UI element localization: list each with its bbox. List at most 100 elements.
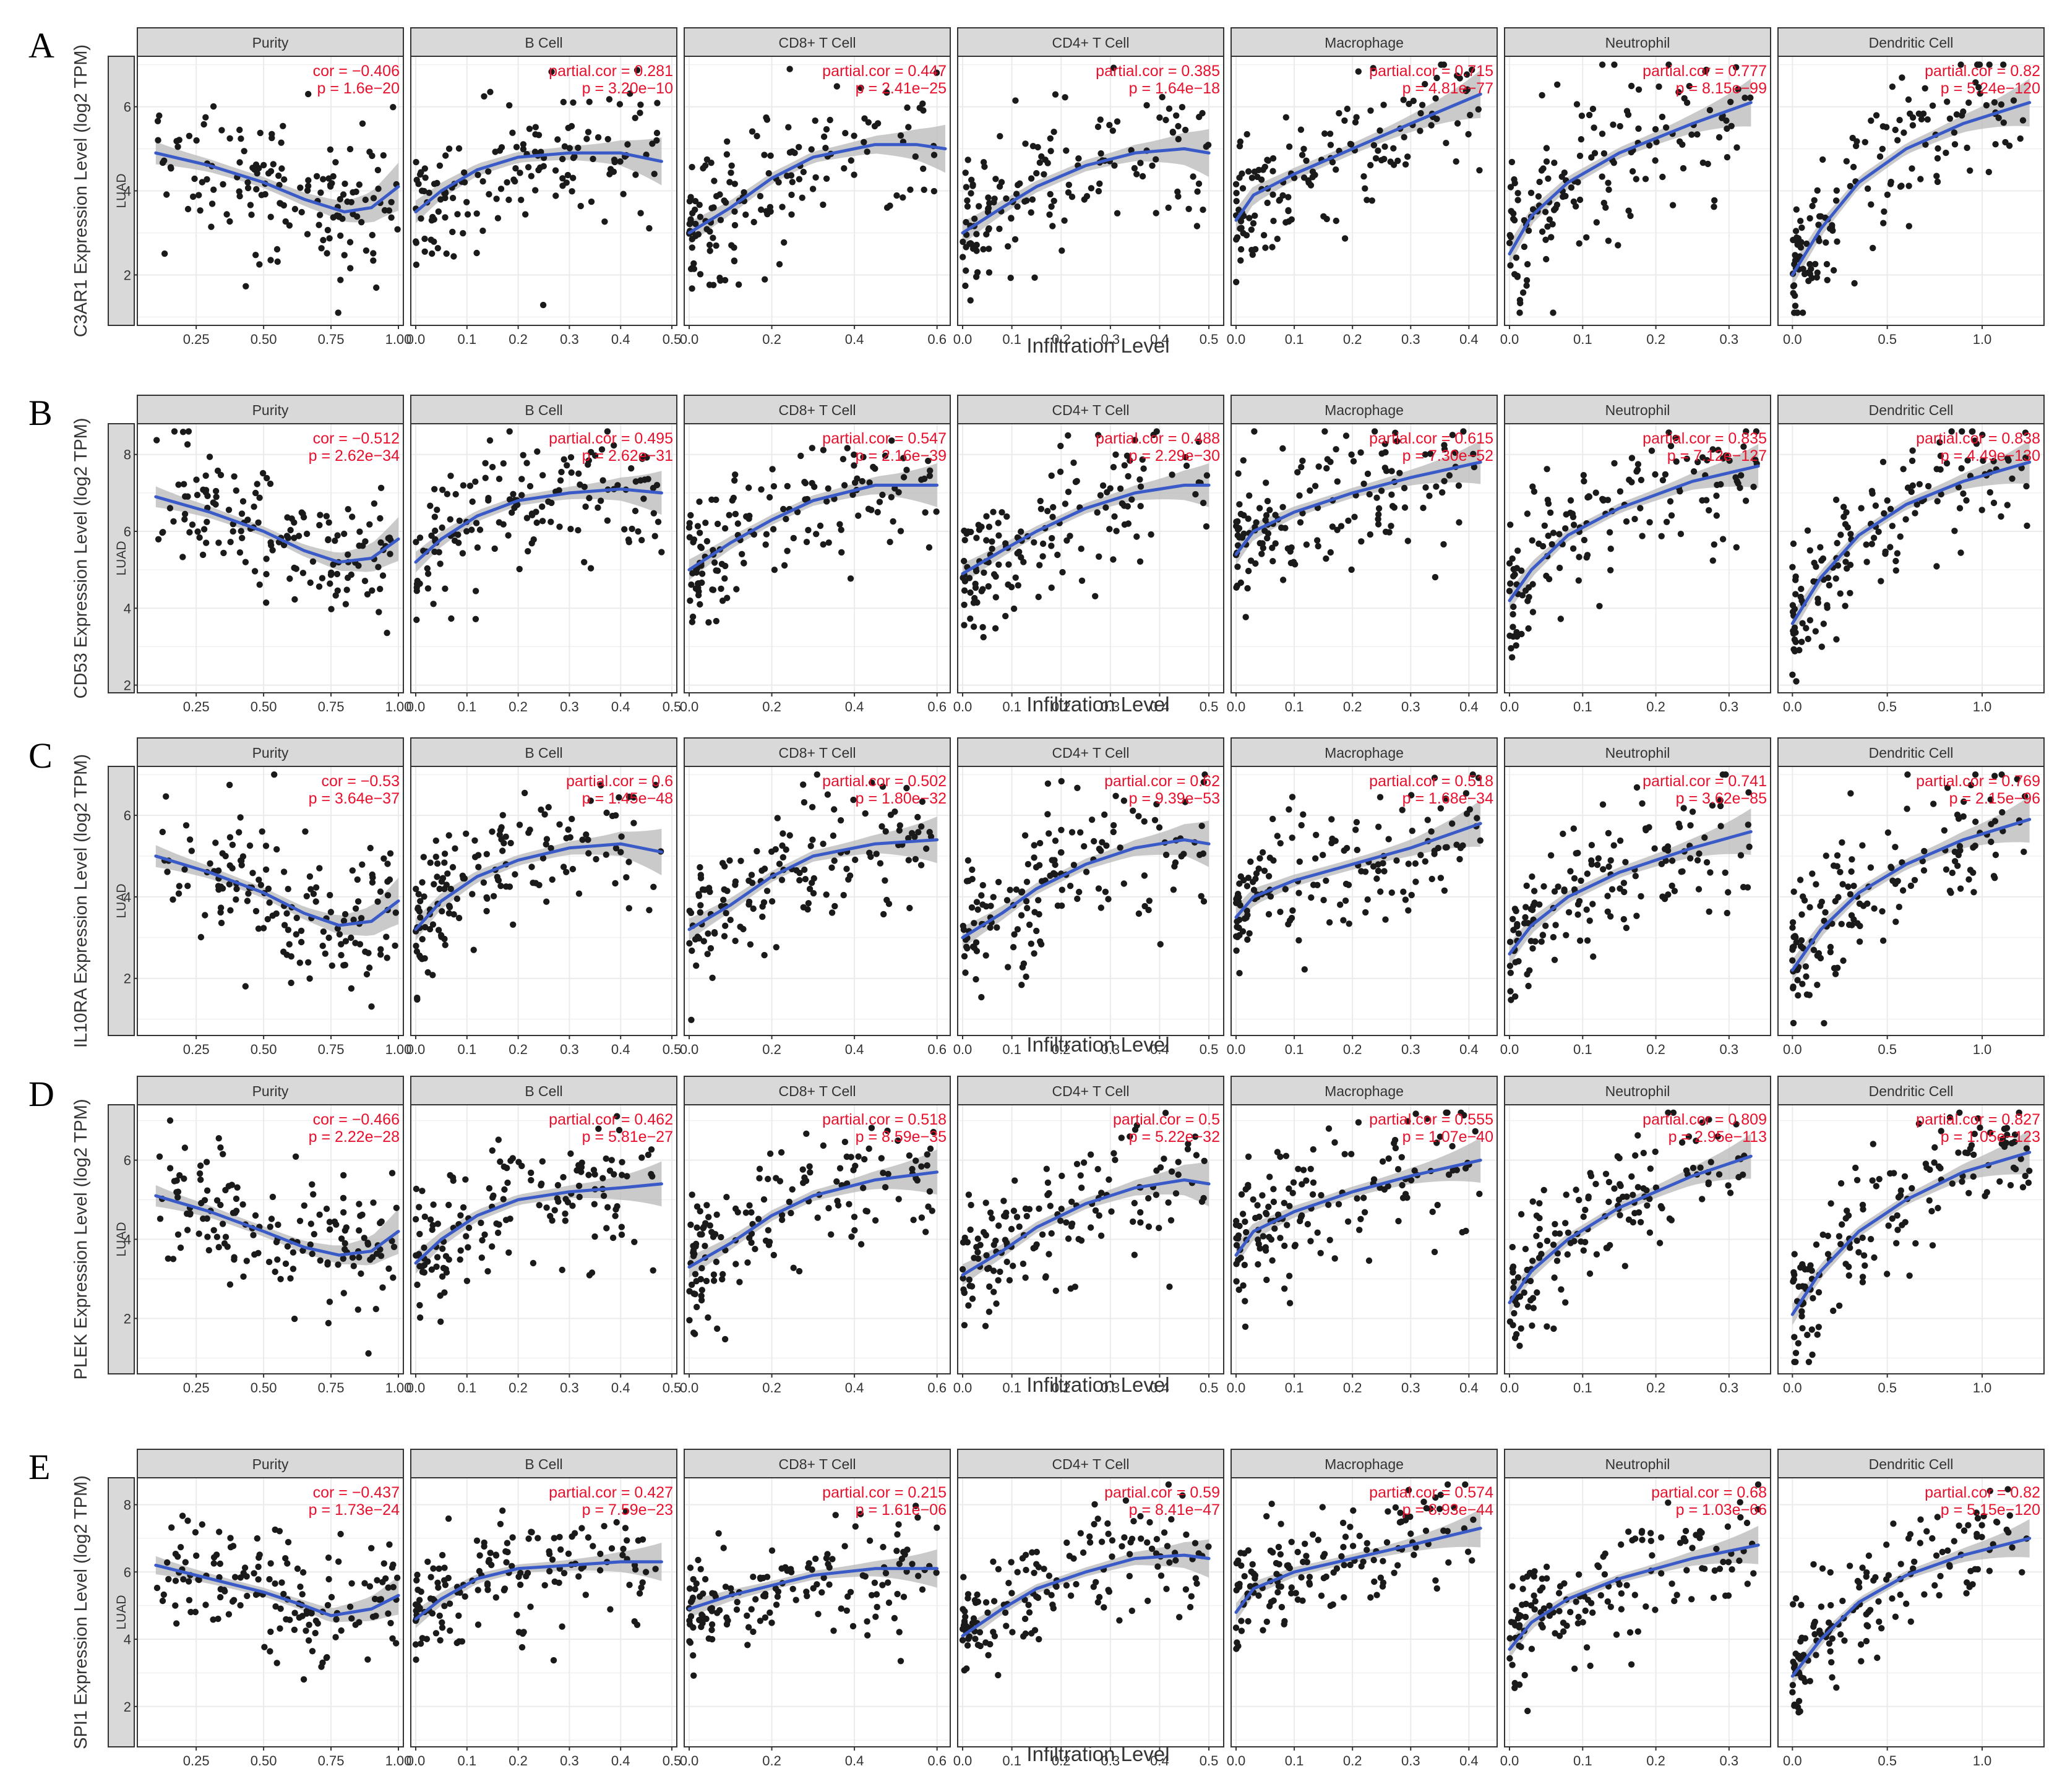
data-point [1394, 157, 1401, 165]
data-point [1424, 817, 1431, 823]
x-tick-label: 0.3 [1401, 1042, 1420, 1057]
data-point [585, 129, 592, 135]
data-point [1000, 1198, 1007, 1204]
x-tick-label: 0.1 [1573, 1380, 1592, 1395]
facet-strip [957, 737, 1224, 767]
data-point [1992, 141, 1999, 148]
data-point [1011, 236, 1019, 243]
data-point [823, 498, 830, 505]
data-point [1270, 1186, 1277, 1193]
data-point [1525, 227, 1532, 234]
data-point [890, 518, 896, 525]
data-point [726, 512, 732, 518]
data-point [964, 1239, 971, 1246]
data-point [328, 606, 335, 612]
data-point [1957, 549, 1964, 556]
data-point [1628, 82, 1635, 90]
data-point [1584, 937, 1591, 944]
data-point [1683, 99, 1691, 106]
data-point [1602, 204, 1609, 211]
data-point [776, 1178, 784, 1185]
data-point [1265, 157, 1272, 164]
data-point [506, 496, 513, 503]
data-point [1120, 797, 1128, 804]
data-point [387, 850, 394, 857]
data-point [465, 1244, 471, 1251]
data-point [986, 1308, 993, 1315]
data-point [1588, 842, 1595, 849]
data-point [1237, 902, 1243, 909]
data-point [1527, 189, 1535, 196]
data-point [267, 257, 274, 264]
data-point [1242, 1298, 1248, 1305]
data-point [1136, 476, 1143, 483]
data-point [218, 883, 225, 890]
data-point [1044, 508, 1051, 515]
data-point [1543, 572, 1550, 580]
data-point [1408, 891, 1415, 899]
data-point [770, 483, 778, 490]
facet-title: Purity [252, 745, 289, 761]
data-point [732, 510, 739, 518]
data-point [1303, 157, 1310, 164]
data-point [1120, 880, 1128, 887]
data-point [1747, 94, 1754, 101]
data-point [885, 1170, 891, 1178]
data-point [1511, 1310, 1518, 1317]
data-point [337, 277, 344, 283]
data-point [1023, 898, 1030, 905]
data-point [625, 905, 632, 912]
data-point [844, 445, 851, 452]
data-point [1153, 1191, 1160, 1198]
x-tick-label: 0.0 [1227, 332, 1246, 347]
data-point [1562, 1299, 1569, 1306]
data-point [1536, 1200, 1543, 1207]
data-point [455, 145, 463, 152]
data-point [1237, 246, 1245, 253]
data-point [374, 898, 381, 905]
data-point [191, 175, 198, 182]
data-point [960, 254, 966, 260]
data-point [183, 822, 190, 829]
data-point [1804, 527, 1811, 534]
data-point [1833, 187, 1840, 194]
data-point [513, 144, 520, 150]
data-point [325, 1319, 332, 1327]
data-point [1141, 872, 1148, 879]
data-point [437, 1318, 444, 1325]
data-point [568, 122, 575, 130]
data-point [204, 1187, 211, 1194]
data-point [806, 885, 814, 893]
data-point [1652, 1184, 1660, 1191]
data-point [155, 536, 162, 542]
data-point [1834, 562, 1842, 569]
data-point [1195, 180, 1203, 187]
data-point [266, 899, 273, 906]
data-point [424, 585, 432, 592]
data-point [551, 1207, 558, 1214]
data-point [692, 936, 699, 943]
data-point [1391, 504, 1398, 511]
data-point [748, 1209, 755, 1216]
data-point [878, 823, 885, 830]
data-point [416, 1204, 423, 1211]
data-point [1106, 1176, 1112, 1183]
data-point [1605, 1198, 1612, 1206]
data-point [1931, 1144, 1938, 1151]
data-point [1733, 544, 1740, 551]
data-point [1373, 875, 1380, 882]
x-tick-label: 0.6 [927, 1380, 947, 1395]
x-tick-label: 0.3 [560, 1042, 579, 1057]
data-point [431, 486, 438, 492]
data-point [968, 904, 976, 911]
data-point [1889, 523, 1896, 529]
data-point [353, 213, 361, 220]
data-point [1956, 842, 1964, 850]
data-point [1536, 1225, 1543, 1233]
data-point [156, 1153, 163, 1160]
data-point [1422, 484, 1429, 491]
data-point [831, 857, 838, 864]
data-point [1067, 883, 1074, 890]
